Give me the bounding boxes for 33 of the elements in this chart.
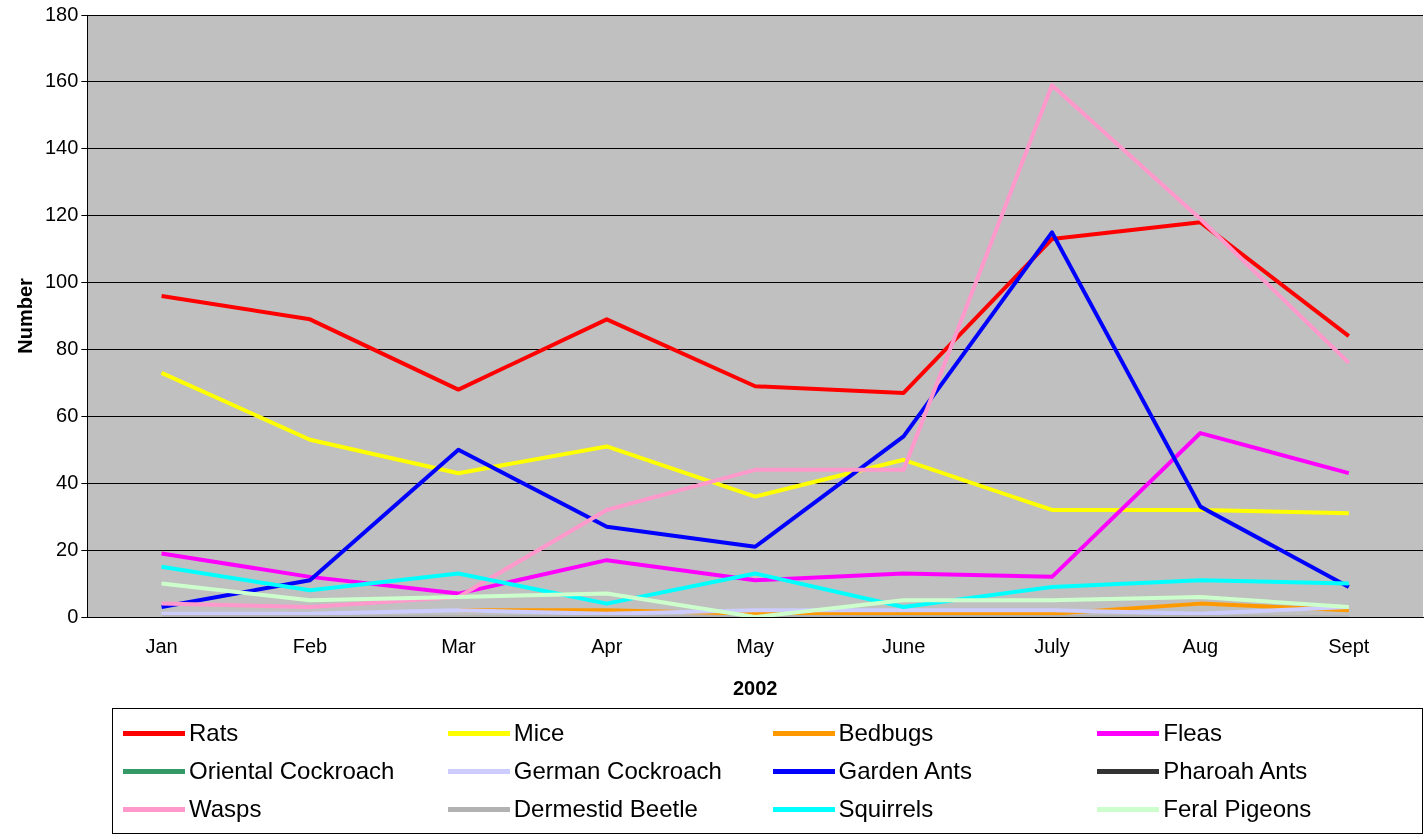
- legend-label: Rats: [189, 719, 239, 747]
- x-tick-label: Mar: [441, 634, 476, 657]
- legend-label: Feral Pigeons: [1163, 795, 1312, 823]
- y-tick-label: 0: [67, 604, 79, 627]
- legend-label: Pharoah Ants: [1163, 757, 1308, 785]
- legend-label: Oriental Cockroach: [189, 757, 395, 785]
- x-tick-label: June: [881, 634, 926, 657]
- y-tick-label: 20: [56, 537, 79, 560]
- legend-label: Squirrels: [838, 795, 934, 823]
- legend-label: Fleas: [1163, 719, 1222, 747]
- x-tick-label: Aug: [1182, 634, 1219, 657]
- legend-label: German Cockroach: [513, 757, 722, 785]
- y-tick-label: 80: [56, 336, 79, 359]
- y-tick-label: 40: [56, 470, 79, 493]
- y-tick-label: 160: [44, 69, 79, 92]
- x-tick-label: Apr: [591, 634, 623, 657]
- x-tick-label: Sept: [1328, 634, 1370, 657]
- x-tick-label: May: [736, 634, 775, 657]
- y-tick-label: 180: [44, 2, 79, 25]
- legend-label: Bedbugs: [838, 719, 934, 747]
- x-axis-title: 2002: [732, 676, 778, 699]
- y-tick-label: 100: [44, 270, 79, 293]
- legend-label: Garden Ants: [838, 757, 972, 785]
- y-tick-label: 140: [44, 136, 79, 159]
- y-tick-label: 60: [56, 403, 79, 426]
- x-tick-label: Jan: [145, 634, 178, 657]
- legend-label: Dermestid Beetle: [513, 795, 698, 823]
- x-tick-label: July: [1034, 634, 1070, 657]
- legend-label: Mice: [513, 719, 565, 747]
- legend-label: Wasps: [189, 795, 262, 823]
- x-tick-label: Feb: [292, 634, 328, 657]
- y-tick-label: 120: [44, 203, 79, 226]
- y-axis-title: Number: [13, 278, 36, 354]
